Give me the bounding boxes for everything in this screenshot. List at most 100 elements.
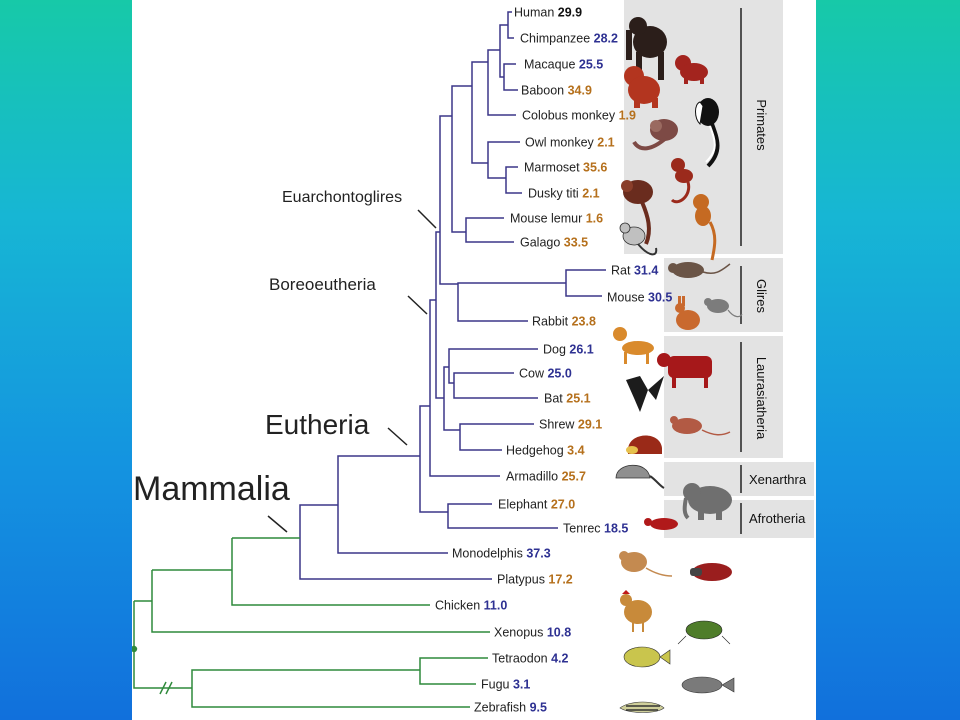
group-label-afrotheria: Afrotheria: [749, 511, 806, 526]
chimpanzee-icon: [626, 17, 667, 80]
taxon-name: Bat: [544, 392, 566, 406]
taxon-label: Monodelphis 37.3: [452, 547, 551, 561]
taxon-label: Chimpanzee 28.2: [520, 32, 618, 46]
taxon-name: Chimpanzee: [520, 32, 594, 46]
taxon-name: Cow: [519, 367, 547, 381]
taxon-name: Dog: [543, 343, 569, 357]
taxon-value: 10.8: [547, 626, 571, 640]
taxon-name: Elephant: [498, 498, 551, 512]
colobus-icon: [695, 98, 720, 168]
taxon-label: Cow 25.0: [519, 367, 572, 381]
taxon-name: Monodelphis: [452, 547, 526, 561]
phylogenetic-tree: Primates Glires Laurasiatheria Xenarthra…: [132, 0, 814, 715]
clade-pointers: [267, 209, 437, 533]
armadillo-icon: [615, 464, 665, 489]
taxon-name: Dusky titi: [528, 187, 582, 201]
taxon-labels: Human 29.9 Chimpanzee 28.2 Macaque 25.5 Bab…: [435, 6, 672, 715]
taxon-value: 26.1: [569, 343, 593, 357]
taxon-name: Human: [514, 6, 558, 20]
shrew-icon: [670, 416, 731, 436]
taxon-value: 3.1: [513, 678, 530, 692]
taxon-value: 30.5: [648, 291, 672, 305]
taxon-label: Galago 33.5: [520, 236, 588, 250]
taxon-label: Dusky titi 2.1: [528, 187, 600, 201]
opossum-icon: [619, 551, 673, 577]
taxon-name: Marmoset: [524, 161, 583, 175]
taxon-label: Dog 26.1: [543, 343, 594, 357]
taxon-value: 25.5: [579, 58, 603, 72]
taxon-value: 25.1: [566, 392, 590, 406]
taxon-label: Rat 31.4: [611, 264, 658, 278]
taxon-label: Colobus monkey 1.9: [522, 109, 636, 123]
taxon-value: 9.5: [530, 701, 547, 715]
taxon-name: Chicken: [435, 599, 484, 613]
taxon-label: Chicken 11.0: [435, 599, 507, 613]
taxon-name: Baboon: [521, 84, 568, 98]
taxon-name: Rabbit: [532, 315, 572, 329]
taxon-label: Marmoset 35.6: [524, 161, 607, 175]
taxon-value: 23.8: [572, 315, 596, 329]
tenrec-icon: [644, 518, 678, 530]
taxon-name: Owl monkey: [525, 136, 597, 150]
taxon-value: 27.0: [551, 498, 575, 512]
taxon-name: Platypus: [497, 573, 548, 587]
taxon-name: Tenrec: [563, 522, 604, 536]
baboon-icon: [624, 66, 660, 108]
clade-label-euarchontoglires: Euarchontoglires: [282, 189, 402, 206]
taxon-name: Galago: [520, 236, 564, 250]
taxon-value: 25.7: [562, 470, 586, 484]
group-label-laurasiatheria: Laurasiatheria: [754, 357, 769, 440]
taxon-value: 29.9: [558, 6, 582, 20]
taxon-label: Armadillo 25.7: [506, 470, 586, 484]
group-label-xenarthra: Xenarthra: [749, 472, 807, 487]
titi-icon: [621, 180, 653, 245]
macaque-icon: [675, 55, 708, 84]
taxon-label: Tenrec 18.5: [563, 522, 628, 536]
taxon-label: Zebrafish 9.5: [474, 701, 547, 715]
taxon-name: Zebrafish: [474, 701, 530, 715]
group-label-primates: Primates: [754, 99, 769, 151]
taxon-value: 18.5: [604, 522, 628, 536]
taxon-name: Mouse lemur: [510, 212, 586, 226]
taxon-label: Bat 25.1: [544, 392, 591, 406]
taxon-label: Fugu 3.1: [481, 678, 530, 692]
taxon-label: Baboon 34.9: [521, 84, 592, 98]
marmoset-icon: [670, 158, 693, 204]
taxon-label: Mouse 30.5: [607, 291, 672, 305]
clade-label-boreoeutheria: Boreoeutheria: [269, 275, 376, 294]
taxon-value: 37.3: [526, 547, 550, 561]
dog-icon: [613, 327, 654, 364]
taxon-value: 1.6: [586, 212, 603, 226]
taxon-label: Human 29.9: [514, 6, 582, 20]
taxon-label: Shrew 29.1: [539, 418, 602, 432]
taxon-label: Mouse lemur 1.6: [510, 212, 603, 226]
taxon-name: Macaque: [524, 58, 579, 72]
taxon-label: Hedgehog 3.4: [506, 444, 585, 458]
outgroup-branches: [133, 537, 490, 708]
owl-monkey-icon: [632, 119, 678, 151]
taxon-value: 33.5: [564, 236, 588, 250]
taxon-value: 3.4: [567, 444, 584, 458]
cow-icon: [657, 353, 712, 388]
taxon-value: 11.0: [484, 599, 508, 613]
group-boxes: [624, 0, 814, 538]
mouse-icon: [704, 298, 743, 318]
taxon-label: Owl monkey 2.1: [525, 136, 615, 150]
platypus-icon: [690, 563, 732, 581]
taxon-value: 2.1: [597, 136, 614, 150]
slide-canvas: Primates Glires Laurasiatheria Xenarthra…: [132, 0, 816, 720]
rat-icon: [668, 262, 731, 278]
root-node: [132, 645, 138, 653]
galago-icon: [619, 222, 658, 256]
rabbit-icon: [675, 296, 700, 330]
bat-icon: [626, 376, 664, 412]
taxon-value: 34.9: [568, 84, 592, 98]
taxon-name: Tetraodon: [492, 652, 551, 666]
clade-label-eutheria: Eutheria: [265, 409, 370, 440]
taxon-value: 4.2: [551, 652, 568, 666]
mammal-branches: [299, 11, 606, 580]
taxon-label: Xenopus 10.8: [494, 626, 571, 640]
pufferfish-icon: [623, 646, 671, 668]
taxon-label: Platypus 17.2: [497, 573, 573, 587]
taxon-name: Rat: [611, 264, 634, 278]
